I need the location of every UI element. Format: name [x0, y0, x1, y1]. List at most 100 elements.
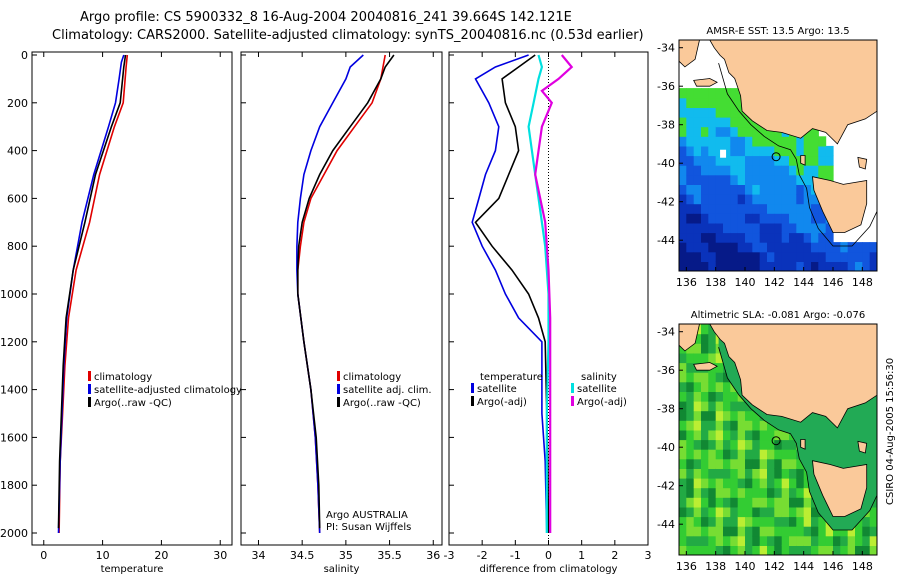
map-cell — [811, 155, 819, 166]
map-cell — [862, 535, 871, 546]
map-cell — [701, 107, 709, 118]
legend-label: satellite — [477, 384, 517, 395]
map-cell — [737, 222, 746, 234]
map-cell — [686, 362, 695, 373]
map-cell — [759, 203, 768, 214]
map-cell — [803, 242, 812, 253]
map-cell — [789, 136, 797, 147]
map-cell — [745, 155, 753, 166]
map-cell — [686, 535, 695, 546]
map-cell — [708, 117, 717, 128]
map-cell — [855, 545, 863, 555]
map-cell — [796, 145, 805, 157]
temperature-panel: 0 10 20 30 temperature 0 200 400 600 800 1000 1200 1… — [0, 49, 242, 575]
map-cell — [767, 242, 775, 253]
map-cell — [693, 487, 702, 498]
map-cell — [701, 222, 709, 234]
map-cell — [737, 126, 746, 137]
map-cell — [723, 97, 731, 108]
map-cell — [752, 487, 761, 498]
map-cell — [686, 184, 695, 195]
map-cell — [752, 410, 761, 421]
map-cell — [737, 251, 746, 262]
map-cell — [774, 468, 783, 479]
legend-swatch — [337, 384, 340, 394]
map-cell — [767, 145, 775, 157]
map-cell — [759, 165, 768, 176]
map-cell — [723, 126, 731, 137]
difference-panel: -3 -2 -1 0 1 2 3 difference from climatology tem… — [444, 51, 652, 575]
map-cell — [767, 194, 775, 205]
map-cell — [737, 203, 746, 214]
map-cell — [686, 487, 695, 498]
map-cell — [686, 410, 695, 421]
map-cell — [686, 97, 695, 108]
map-cell — [767, 155, 775, 166]
map-cell — [715, 526, 724, 537]
map-cell — [723, 174, 731, 185]
map-cell — [715, 107, 724, 118]
map-cell — [803, 136, 812, 147]
map-cell — [686, 352, 695, 364]
map-cell — [752, 136, 761, 147]
map-cell — [789, 145, 797, 157]
map-cell — [715, 410, 724, 421]
map-cell — [730, 468, 739, 479]
map-cell — [796, 497, 805, 508]
x-tick-label: 0 — [40, 549, 47, 562]
map-cell — [693, 420, 702, 431]
map-cell — [723, 222, 731, 234]
map-cell — [686, 251, 695, 262]
map-cell — [789, 194, 797, 205]
map-cell — [701, 242, 709, 253]
map-cell — [818, 251, 827, 262]
map-cell — [679, 410, 687, 421]
map-cell — [796, 194, 805, 205]
legend-swatch — [571, 396, 574, 406]
map-cell — [715, 213, 724, 224]
map-cell — [737, 261, 746, 271]
map-cell — [752, 222, 761, 234]
map-cell — [789, 506, 797, 518]
map-cell — [737, 184, 746, 195]
land-polygon — [693, 78, 718, 87]
map-cell — [723, 458, 731, 469]
map-cell — [781, 232, 790, 243]
map-cell — [759, 439, 768, 450]
map-cell — [796, 232, 805, 243]
map-cell — [789, 439, 797, 450]
map-cell — [752, 458, 761, 469]
y-tick-label: -38 — [657, 119, 675, 132]
map-cell — [745, 545, 753, 555]
map-cell — [818, 261, 827, 271]
map-cell — [759, 449, 768, 460]
map-cell — [693, 203, 702, 214]
map-cell — [693, 343, 702, 354]
map-cell — [759, 174, 768, 185]
map-cell — [686, 232, 695, 243]
map-cell — [679, 401, 687, 412]
map-cell — [803, 155, 812, 166]
map-cell — [715, 242, 724, 253]
map-cell — [708, 391, 717, 402]
map-cell — [781, 487, 790, 498]
map-cell — [701, 203, 709, 214]
map-cell — [708, 97, 717, 108]
map-cell — [715, 516, 724, 527]
map-cell — [708, 136, 717, 147]
map-cell — [679, 107, 687, 118]
map-cell — [774, 516, 783, 527]
map-cell — [855, 251, 863, 262]
map-cell — [737, 174, 746, 185]
map-cell — [715, 352, 724, 364]
map-cell — [723, 526, 731, 537]
map-cell — [708, 203, 717, 214]
map-cell — [759, 155, 768, 166]
x-axis-label: salinity — [324, 564, 360, 575]
map-cell — [803, 497, 812, 508]
map-cell — [715, 222, 724, 234]
map-cell — [774, 251, 783, 262]
plot-frame — [240, 51, 443, 546]
map-cell — [708, 184, 717, 195]
map-cell — [686, 506, 695, 518]
